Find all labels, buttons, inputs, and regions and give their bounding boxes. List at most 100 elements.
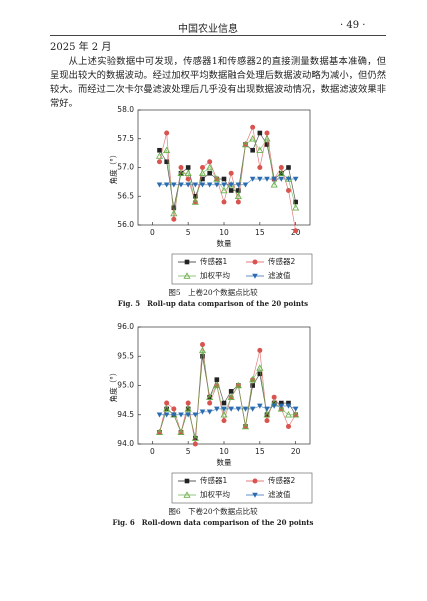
marker: [286, 188, 291, 193]
marker: [207, 159, 213, 165]
marker: [242, 182, 249, 188]
marker: [214, 182, 220, 188]
marker: [221, 418, 227, 424]
marker: [206, 409, 213, 415]
marker: [286, 400, 291, 406]
figure-caption-en: Fig. 6 Roll-down data comparison of the …: [113, 518, 314, 527]
marker: [185, 400, 191, 406]
legend-label: 加权平均: [200, 489, 230, 499]
marker: [235, 406, 242, 412]
marker: [213, 175, 221, 182]
marker: [257, 165, 263, 170]
figure-caption-en: Fig. 5 Roll-up data comparison of the 20…: [118, 299, 308, 308]
marker: [163, 182, 170, 188]
x-axis-label: 数量: [217, 238, 232, 248]
legend-label: 传感器2: [268, 475, 295, 485]
marker: [193, 193, 198, 199]
y-tick-label: 94.5: [117, 410, 134, 419]
marker: [200, 165, 205, 170]
marker: [177, 428, 185, 436]
legend-marker: [252, 273, 258, 279]
x-tick-label: 15: [255, 228, 265, 237]
marker: [171, 406, 177, 412]
marker: [221, 182, 227, 188]
marker: [156, 182, 163, 188]
y-tick-label: 57.5: [117, 134, 134, 143]
marker: [178, 412, 184, 418]
marker: [279, 400, 284, 406]
marker: [163, 146, 171, 154]
x-tick-label: 20: [291, 447, 301, 456]
marker: [257, 371, 263, 377]
marker: [277, 405, 285, 412]
marker: [292, 204, 300, 211]
legend-label: 传感器2: [268, 256, 295, 266]
marker: [155, 152, 164, 159]
marker: [214, 377, 220, 382]
marker: [293, 199, 298, 205]
figure-caption: 图5 上卷20个数据点比较: [168, 287, 258, 297]
marker: [199, 182, 206, 188]
marker: [207, 400, 213, 406]
marker: [249, 406, 256, 412]
marker: [256, 146, 264, 154]
marker: [264, 418, 270, 424]
y-tick-label: 56.0: [117, 220, 134, 229]
marker: [256, 364, 264, 371]
marker: [257, 403, 263, 409]
marker: [164, 400, 170, 406]
marker: [192, 412, 199, 418]
marker: [206, 393, 214, 400]
x-tick-label: 0: [150, 447, 155, 456]
marker: [164, 159, 169, 165]
marker: [264, 406, 270, 412]
marker: [178, 165, 184, 170]
x-tick-label: 15: [255, 447, 265, 456]
y-tick-label: 95.0: [117, 381, 134, 390]
legend-label: 传感器1: [200, 256, 227, 266]
marker: [220, 411, 228, 418]
marker: [264, 130, 270, 136]
marker: [227, 393, 235, 400]
legend-marker: [184, 259, 190, 265]
x-axis-label: 数量: [217, 457, 232, 467]
marker: [271, 403, 277, 409]
marker: [200, 176, 205, 182]
marker: [164, 130, 170, 136]
marker: [192, 441, 198, 447]
legend-marker: [184, 478, 190, 484]
marker: [249, 375, 257, 383]
marker: [185, 182, 191, 188]
marker: [214, 406, 220, 412]
legend-marker: [252, 478, 258, 484]
marker: [228, 406, 234, 412]
marker: [278, 176, 285, 182]
y-axis-label: 角度（°）: [108, 151, 118, 185]
marker: [249, 135, 257, 142]
legend-marker: [183, 491, 191, 498]
marker: [264, 142, 270, 147]
marker: [228, 170, 234, 176]
marker: [206, 163, 214, 171]
series-line: [159, 132, 297, 208]
marker: [250, 383, 255, 388]
marker: [270, 181, 278, 188]
marker: [192, 182, 199, 188]
marker: [234, 381, 242, 389]
marker: [241, 422, 250, 430]
marker: [200, 342, 205, 348]
y-axis-label: 角度（°）: [108, 369, 118, 403]
y-tick-label: 56.5: [117, 191, 134, 200]
marker: [198, 169, 207, 177]
marker: [221, 400, 227, 406]
marker: [163, 405, 171, 412]
marker: [278, 165, 284, 170]
legend-label: 加权平均: [200, 270, 230, 280]
legend-label: 滤波值: [268, 270, 291, 280]
marker: [177, 169, 185, 177]
marker: [257, 130, 263, 136]
marker: [228, 188, 234, 193]
marker: [213, 381, 221, 389]
x-tick-label: 0: [150, 228, 155, 237]
